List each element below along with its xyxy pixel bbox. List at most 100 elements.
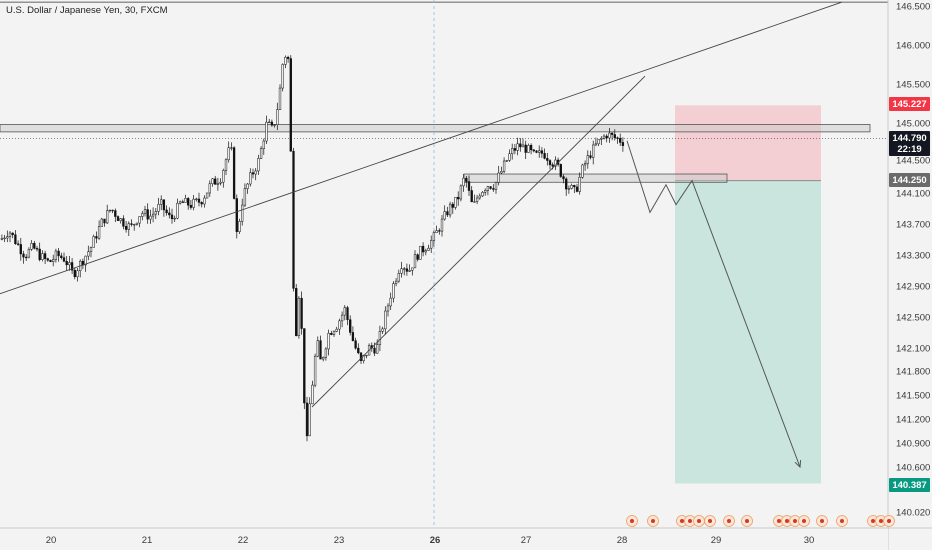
candle [516, 137, 519, 156]
candle [0, 234, 4, 241]
candle [208, 180, 211, 197]
y-tick-label: 144.100 [896, 189, 930, 200]
y-tick-label: 143.300 [896, 251, 930, 262]
event-marker-icon[interactable] [626, 515, 638, 527]
candle [65, 255, 68, 271]
candle [273, 124, 276, 128]
candle [527, 143, 530, 153]
candle [481, 191, 484, 197]
candle [605, 134, 608, 143]
horizontal-zone-1[interactable] [0, 124, 871, 133]
take-profit-zone[interactable] [675, 180, 821, 484]
price-axis[interactable] [888, 0, 932, 550]
x-tick-label: 21 [142, 535, 153, 546]
candle [276, 102, 279, 131]
candle [411, 267, 414, 276]
event-marker-icon[interactable] [798, 515, 810, 527]
candle [400, 261, 403, 278]
candle [122, 215, 125, 230]
candle [562, 174, 565, 184]
candle [103, 218, 106, 227]
candle [405, 263, 409, 276]
candle [108, 209, 112, 213]
event-marker-icon[interactable] [781, 515, 793, 527]
x-tick-label: 20 [46, 535, 57, 546]
candle [224, 158, 228, 176]
candle [97, 220, 101, 240]
candle [22, 250, 25, 264]
candle [176, 198, 179, 220]
candle [613, 129, 616, 141]
candle [589, 150, 592, 160]
y-tick-label: 140.900 [896, 439, 930, 450]
svg-text:145.227: 145.227 [892, 99, 926, 110]
candle [543, 148, 546, 160]
event-marker-icon[interactable] [741, 515, 753, 527]
candle [57, 247, 60, 262]
candle [575, 183, 579, 193]
projection-path[interactable] [626, 140, 801, 468]
stop-loss-zone[interactable] [675, 105, 821, 181]
candle [286, 55, 290, 63]
candle [473, 194, 476, 203]
y-tick-label: 141.200 [896, 415, 930, 426]
candle [311, 380, 314, 405]
candle [249, 168, 252, 187]
candle [567, 185, 571, 194]
candle [6, 230, 9, 243]
candle [327, 329, 330, 356]
trendline-2[interactable] [311, 75, 646, 408]
candle [254, 168, 257, 181]
event-marker-icon[interactable] [723, 515, 735, 527]
candle [408, 264, 411, 273]
event-marker-icon[interactable] [836, 515, 848, 527]
candle [397, 269, 400, 283]
candle [197, 192, 201, 207]
trendline-1[interactable] [0, 1, 843, 295]
candle [492, 184, 495, 192]
candle [457, 191, 460, 206]
candle [76, 268, 79, 282]
candle [392, 281, 395, 303]
event-marker-icon[interactable] [789, 515, 801, 527]
candle [500, 166, 503, 175]
candle [484, 188, 487, 196]
event-marker-icon[interactable] [816, 515, 828, 527]
candle [33, 240, 36, 250]
event-marker-icon[interactable] [693, 515, 705, 527]
candle [227, 141, 230, 163]
event-marker-icon[interactable] [773, 515, 785, 527]
candle [322, 356, 325, 362]
candle [529, 143, 533, 155]
candle [203, 195, 206, 208]
candle [127, 221, 130, 236]
projection-arrowhead [794, 459, 802, 469]
chart-title: U.S. Dollar / Japanese Yen, 30, FXCM [6, 5, 168, 16]
event-marker-icon[interactable] [647, 515, 659, 527]
x-tick-label: 27 [521, 535, 532, 546]
candle [11, 232, 14, 239]
candle [519, 137, 522, 152]
candle [95, 231, 98, 244]
y-tick-label: 142.500 [896, 313, 930, 324]
candle [508, 149, 511, 162]
y-tick-label: 146.000 [896, 41, 930, 52]
candle [349, 315, 352, 336]
candle [184, 194, 187, 203]
horizontal-zone-2[interactable] [463, 173, 728, 183]
candle [459, 184, 463, 202]
candle [278, 84, 282, 110]
candle [138, 216, 141, 228]
candle [68, 256, 71, 271]
time-axis[interactable] [0, 528, 888, 550]
candle [454, 196, 457, 210]
event-marker-icon[interactable] [704, 515, 716, 527]
candle [295, 284, 298, 337]
y-tick-label: 141.500 [896, 391, 930, 402]
candle [578, 172, 581, 195]
candle [30, 240, 33, 251]
candle [292, 147, 295, 292]
event-marker-icon[interactable] [883, 515, 895, 527]
candle [100, 217, 103, 227]
